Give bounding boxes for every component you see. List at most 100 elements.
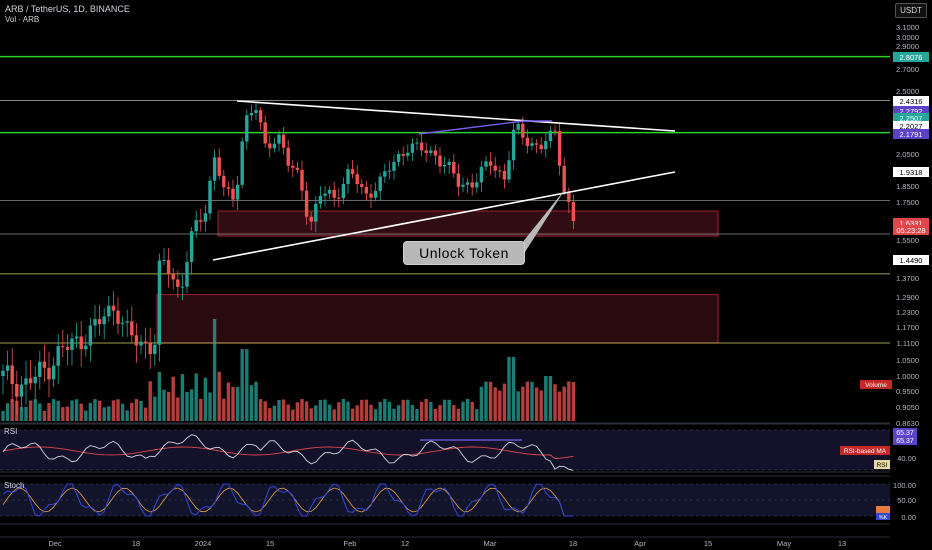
candle-body <box>429 150 433 153</box>
volume-bar <box>281 399 286 421</box>
price-badge-label: 05:23:28 <box>896 226 925 235</box>
candle-body <box>470 182 474 188</box>
volume-bar <box>452 405 456 421</box>
rsi-value-badge <box>893 436 917 445</box>
candle-body <box>277 134 281 144</box>
volume-bar <box>51 399 56 421</box>
volume-bar <box>166 391 171 421</box>
volume-bar <box>346 401 350 421</box>
stoch-k-badge <box>876 513 890 520</box>
candle-body <box>19 384 24 397</box>
volume-bar <box>401 399 405 421</box>
volume-bar <box>139 400 143 421</box>
volume-bar <box>33 399 37 421</box>
volume-bar <box>355 405 359 421</box>
candle-body <box>33 376 37 384</box>
volume-bar <box>42 410 47 421</box>
price-tick: 1.3700 <box>896 274 919 283</box>
candle-body <box>42 361 47 368</box>
candle-body <box>125 321 129 323</box>
price-badge <box>893 225 929 235</box>
volume-bar <box>10 399 14 421</box>
candle-body <box>56 346 60 366</box>
candle-body <box>88 325 93 346</box>
candle-body <box>534 143 539 145</box>
candle-body <box>410 143 415 153</box>
volume-bar <box>5 403 10 421</box>
volume-bar <box>332 409 336 421</box>
candle-body <box>240 141 244 185</box>
rsi-value-badge <box>893 428 917 437</box>
candle-body <box>199 220 203 222</box>
stoch-k-label: %K <box>879 515 888 521</box>
volume-bar <box>511 357 516 421</box>
volume-bar <box>291 409 295 421</box>
price-badge <box>893 129 929 139</box>
price-tick: 1.7500 <box>896 198 919 207</box>
candle-body <box>74 336 79 339</box>
candle-body <box>148 343 152 355</box>
candle-body <box>314 203 318 222</box>
volume-bar <box>475 409 479 421</box>
candle-body <box>456 173 461 187</box>
candle-body <box>442 164 447 167</box>
volume-bar <box>516 391 520 421</box>
candle-body <box>337 197 341 199</box>
volume-bar <box>226 382 231 421</box>
stoch-pane-label: Stoch <box>4 481 25 490</box>
candle-body <box>557 131 562 166</box>
candle-body <box>530 143 534 146</box>
volume-bar <box>429 401 433 421</box>
volume-bar <box>120 403 125 421</box>
volume-bar <box>314 405 318 421</box>
currency-button[interactable]: USDT <box>895 3 927 18</box>
price-badge-label: 2.8076 <box>900 53 923 62</box>
volume-bar <box>447 399 451 421</box>
supply-zone-upper <box>217 210 719 237</box>
volume-bar <box>360 399 364 421</box>
candle-body <box>364 186 369 194</box>
candle-body <box>300 169 304 191</box>
volume-bar <box>97 400 102 421</box>
candle-body <box>97 319 102 325</box>
volume-bar <box>38 403 42 421</box>
time-tick: 13 <box>838 539 846 548</box>
candle-body <box>249 112 254 116</box>
volume-bar <box>553 384 557 421</box>
price-badge-label: 2.1791 <box>900 130 923 139</box>
candle-body <box>447 161 451 165</box>
volume-bar <box>231 386 235 421</box>
candle-body <box>548 130 553 142</box>
price-badge <box>893 218 929 228</box>
candle-body <box>79 336 83 350</box>
volume-bar <box>194 373 198 421</box>
price-badge-label: 1.9318 <box>900 168 923 177</box>
candle-body <box>38 361 42 377</box>
volume-bar <box>222 398 226 421</box>
volume-bar <box>162 389 166 421</box>
candle-body <box>263 122 267 144</box>
candle-body <box>438 155 442 167</box>
candle-body <box>47 367 51 380</box>
candle-body <box>562 165 566 192</box>
candle-body <box>461 184 465 187</box>
candle-body <box>226 187 231 189</box>
candle-body <box>203 213 208 222</box>
candle-body <box>272 143 277 149</box>
volume-bar <box>364 399 369 421</box>
price-tick: 3.1000 <box>896 23 919 32</box>
candle-body <box>360 184 364 187</box>
price-badge <box>893 52 929 62</box>
volume-bar <box>208 392 212 421</box>
candle-body <box>521 123 525 138</box>
price-badge <box>893 96 929 106</box>
candle-body <box>387 170 392 172</box>
candle-body <box>15 384 19 397</box>
candle-body <box>318 195 323 204</box>
volume-bar <box>419 401 424 421</box>
candle-body <box>130 321 134 336</box>
candle-body <box>268 143 272 149</box>
candle-body <box>107 305 111 317</box>
volume-bar <box>534 387 539 421</box>
